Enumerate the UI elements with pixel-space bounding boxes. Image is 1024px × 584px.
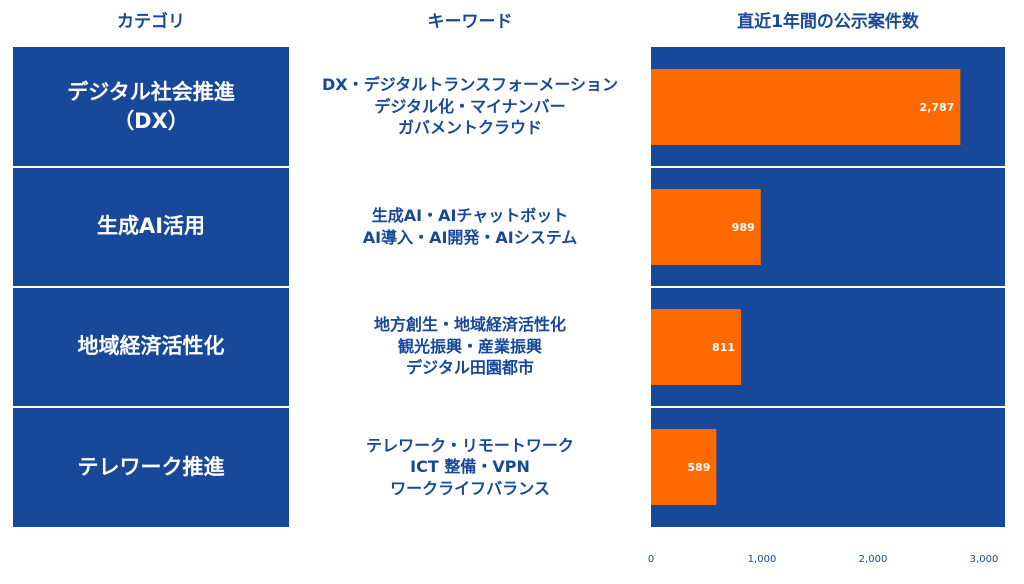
category-cell-regional: 地域経済活性化 xyxy=(13,287,289,406)
row-separator xyxy=(13,406,1005,408)
category-cell-telework: テレワーク推進 xyxy=(13,407,289,527)
bar-2 xyxy=(651,309,742,385)
x-tick-label: 3,000 xyxy=(970,554,999,565)
bar-value-label: 589 xyxy=(687,461,710,474)
bar-0 xyxy=(651,69,961,145)
row-separator xyxy=(13,286,1005,288)
keyword-cell-genai: 生成AI・AIチャットボット AI導入・AI開発・AIシステム xyxy=(290,167,650,286)
bar-value-label: 811 xyxy=(712,341,735,354)
x-tick-label: 2,000 xyxy=(859,554,888,565)
row-separator xyxy=(13,166,1005,168)
category-cell-dx: デジタル社会推進 （DX） xyxy=(13,47,289,166)
keyword-cell-telework: テレワーク・リモートワーク ICT 整備・VPN ワークライフバランス xyxy=(290,407,650,527)
bar-value-label: 989 xyxy=(732,221,755,234)
x-tick-label: 0 xyxy=(648,554,654,565)
bar-value-label: 2,787 xyxy=(920,101,955,114)
header-keyword: キーワード xyxy=(427,12,513,32)
x-tick-label: 1,000 xyxy=(748,554,777,565)
header-category: カテゴリ xyxy=(117,12,185,32)
keyword-cell-regional: 地方創生・地域経済活性化 観光振興・産業振興 デジタル田園都市 xyxy=(290,287,650,406)
keyword-cell-dx: DX・デジタルトランスフォーメーション デジタル化・マイナンバー ガバメントクラ… xyxy=(290,47,650,166)
category-cell-genai: 生成AI活用 xyxy=(13,167,289,286)
bar-1 xyxy=(651,189,761,265)
header-count: 直近1年間の公示案件数 xyxy=(737,12,919,32)
bar-3 xyxy=(651,429,717,505)
